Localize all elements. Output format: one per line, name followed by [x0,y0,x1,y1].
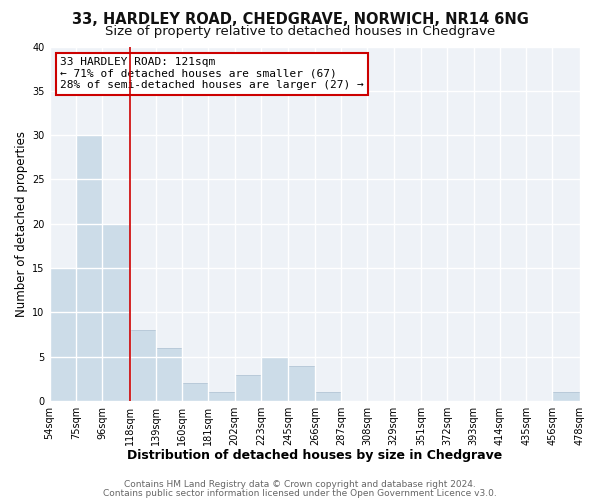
Text: Contains public sector information licensed under the Open Government Licence v3: Contains public sector information licen… [103,488,497,498]
Text: 33, HARDLEY ROAD, CHEDGRAVE, NORWICH, NR14 6NG: 33, HARDLEY ROAD, CHEDGRAVE, NORWICH, NR… [71,12,529,28]
Y-axis label: Number of detached properties: Number of detached properties [15,131,28,317]
Bar [50,268,76,401]
Bar [182,384,208,401]
Text: Contains HM Land Registry data © Crown copyright and database right 2024.: Contains HM Land Registry data © Crown c… [124,480,476,489]
Bar [289,366,315,401]
Bar [102,224,130,401]
Bar [315,392,341,401]
Bar [208,392,235,401]
Bar [76,135,102,401]
Bar [156,348,182,401]
Bar [553,392,580,401]
Bar [235,374,261,401]
Bar [130,330,156,401]
X-axis label: Distribution of detached houses by size in Chedgrave: Distribution of detached houses by size … [127,450,502,462]
Text: 33 HARDLEY ROAD: 121sqm
← 71% of detached houses are smaller (67)
28% of semi-de: 33 HARDLEY ROAD: 121sqm ← 71% of detache… [60,57,364,90]
Text: Size of property relative to detached houses in Chedgrave: Size of property relative to detached ho… [105,25,495,38]
Bar [261,357,289,401]
